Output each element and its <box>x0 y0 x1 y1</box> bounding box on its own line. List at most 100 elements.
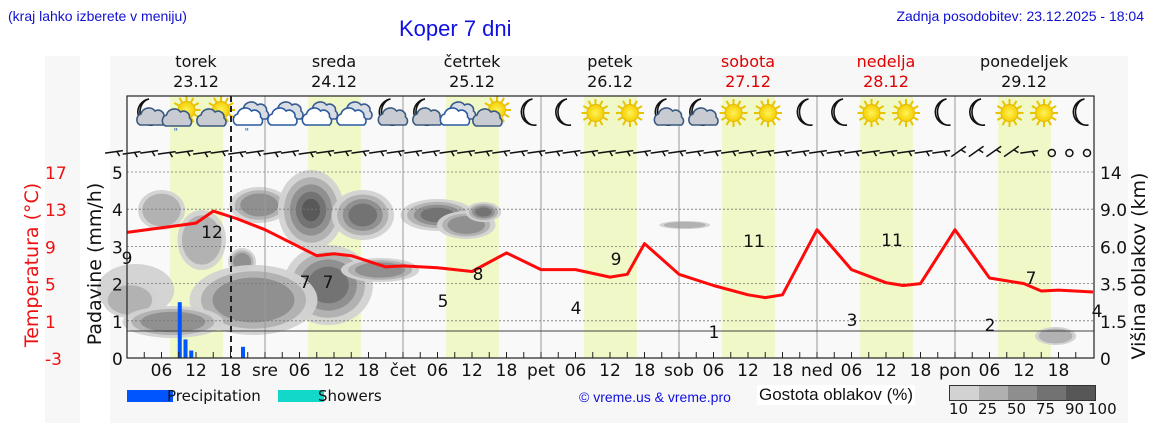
cloud-icon <box>267 101 304 126</box>
x-tick-label: 18 <box>634 361 656 381</box>
x-tick-label: 12 <box>1013 361 1035 381</box>
wind-barb-icon <box>896 149 916 157</box>
wind-barb-icon <box>175 149 194 157</box>
cloud-density-patch <box>301 198 321 222</box>
precip-tick: 1 <box>112 313 123 333</box>
cloud-height-axis-label: Višina oblakov (km) <box>1128 173 1150 360</box>
cloud-density-tick: 25 <box>978 400 998 418</box>
wind-barb-icon <box>685 149 704 157</box>
precipitation-bar <box>183 339 188 358</box>
wind-barb-icon <box>632 149 652 157</box>
moon-cloud-icon <box>688 98 719 127</box>
moon-icon <box>969 98 986 127</box>
x-tick-label: 12 <box>737 361 759 381</box>
temperature-value-label: 9 <box>611 250 622 270</box>
cloud-icon <box>336 101 373 126</box>
x-tick-label: 18 <box>358 361 380 381</box>
x-tick-label: 06 <box>427 361 449 381</box>
cloud-density-layer <box>97 170 1077 345</box>
x-tick-label: 12 <box>323 361 345 381</box>
wind-barb-icon <box>280 149 300 157</box>
precipitation-bar <box>241 346 245 358</box>
day-label: torek 23.12 <box>127 52 265 92</box>
svg-text:": " <box>174 127 179 138</box>
day-label: sreda 24.12 <box>265 52 403 92</box>
sun-cloud-rain-icon: " <box>161 96 201 138</box>
wind-barb-icon <box>368 149 388 157</box>
daylight-band <box>584 96 637 358</box>
x-tick-label: pon <box>939 361 971 381</box>
precip-axis-label: Padavine (mm/h) <box>84 183 106 346</box>
cloud-height-tick: 0 <box>1100 350 1111 370</box>
temp-tick: 13 <box>45 201 67 221</box>
x-tick-label: 06 <box>565 361 587 381</box>
cloud-density-tick: 50 <box>1007 400 1027 418</box>
wind-barbs-row <box>104 145 1092 158</box>
day-label: ponedeljek 29.12 <box>955 52 1093 92</box>
precip-tick: 0 <box>112 350 123 370</box>
sun-cloud-icon <box>196 96 235 127</box>
wind-barb-icon <box>157 150 176 158</box>
wind-barb-icon <box>562 149 581 157</box>
x-tick-label: 06 <box>151 361 173 381</box>
temp-tick: -3 <box>45 350 62 370</box>
copyright-link[interactable]: © vreme.us & vreme.pro <box>579 389 731 405</box>
x-tick-label: 18 <box>1048 361 1070 381</box>
day-name: sreda <box>311 52 357 71</box>
wind-barb-icon <box>1020 149 1039 157</box>
wind-barb-icon <box>950 145 967 158</box>
wind-barb-icon <box>456 149 476 157</box>
wind-barb-icon <box>492 149 511 157</box>
cloud-density-swatch <box>1037 386 1066 400</box>
cloud-density-patch <box>475 207 492 217</box>
wind-barb-icon <box>210 149 229 157</box>
cloud-density-patch <box>181 215 222 265</box>
sun-icon <box>995 99 1024 127</box>
temperature-value-label: 2 <box>985 316 996 336</box>
precipitation-swatch <box>127 390 173 402</box>
day-name: sobota <box>720 52 776 71</box>
cloud-density-patch <box>307 266 349 304</box>
wind-barb-icon <box>1003 145 1020 158</box>
wind-barb-icon <box>386 149 405 157</box>
temperature-value-label: 7 <box>323 273 334 293</box>
day-name: četrtek <box>443 52 501 71</box>
moon-cloud-icon <box>377 98 409 127</box>
wind-barb-icon <box>544 149 564 157</box>
precip-tick: 4 <box>112 201 123 221</box>
cloud-density-ticks: 10 25 50 75 90 100 <box>938 400 1117 418</box>
wind-barb-icon <box>861 149 880 157</box>
cloud-density-patch <box>348 203 378 227</box>
temperature-value-label: 4 <box>571 299 582 319</box>
cloud-density-scale <box>949 385 1096 401</box>
wind-barb-icon <box>245 149 264 157</box>
wind-barb-icon <box>932 149 951 157</box>
cloud-density-patch <box>140 311 206 333</box>
cloud-density-tick: 75 <box>1036 400 1056 418</box>
wind-barb-icon <box>791 149 810 157</box>
day-label: petek 26.12 <box>541 52 679 92</box>
sun-icon <box>1030 99 1058 127</box>
wind-barb-icon <box>404 149 423 157</box>
location-hint[interactable]: (kraj lahko izberete v meniju) <box>8 8 187 24</box>
x-tick-label: pet <box>527 361 555 381</box>
wind-barb-icon <box>439 149 458 157</box>
wind-barb-icon <box>474 149 493 157</box>
day-label: nedelja 28.12 <box>817 52 955 92</box>
moon-icon <box>796 98 813 127</box>
cloud-rain-icon: " <box>232 101 270 138</box>
calm-wind-icon <box>1065 148 1074 158</box>
day-name: petek <box>587 52 633 71</box>
cloud-density-label: Gostota oblakov (%) <box>757 385 916 405</box>
x-tick-label: 18 <box>772 361 794 381</box>
daylight-band <box>860 96 913 358</box>
precipitation-bar <box>189 350 194 358</box>
moon-icon <box>520 98 537 127</box>
x-tick-label: 18 <box>496 361 518 381</box>
day-label: sobota 27.12 <box>679 52 817 92</box>
precipitation-legend-label: Precipitation <box>167 387 261 405</box>
cloud-density-patch <box>107 285 153 315</box>
sun-icon <box>857 99 886 127</box>
x-tick-label: 06 <box>289 361 311 381</box>
